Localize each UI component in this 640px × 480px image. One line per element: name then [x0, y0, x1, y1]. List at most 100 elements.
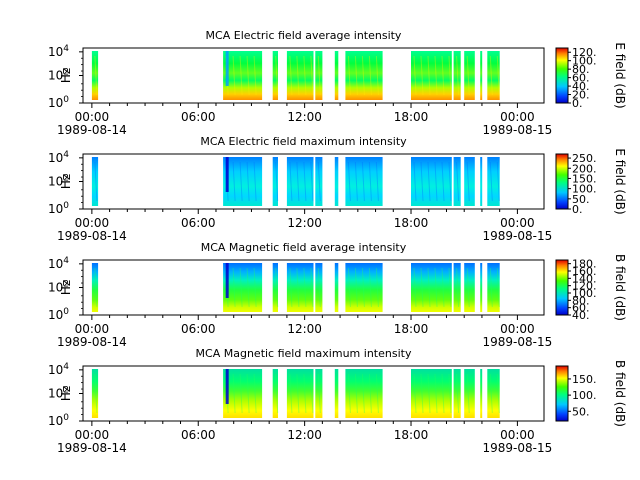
data-block [487, 157, 500, 206]
y-axis-label: Hz [59, 174, 73, 189]
data-streak [354, 267, 358, 308]
colorbar-tick-label: 100. [572, 389, 597, 402]
data-streak [289, 373, 293, 414]
colorbar-tick-label: 60. [572, 72, 590, 85]
colorbar-label: B field (dB) [613, 360, 627, 427]
y-tick-label: 102 [48, 280, 69, 295]
data-streak [375, 55, 379, 96]
data-streak [427, 373, 431, 414]
data-streak [361, 373, 365, 414]
data-streak [496, 55, 500, 96]
colorbar-label: E field (dB) [613, 148, 627, 214]
x-tick-label: 00:00 [75, 322, 110, 336]
data-streak [246, 267, 250, 308]
data-block [345, 369, 383, 418]
data-streak [289, 267, 293, 308]
x-date-label: 1989-08-15 [483, 335, 553, 349]
data-streak [466, 267, 470, 308]
colorbar-tick-label: 100. [572, 55, 597, 68]
data-streak [94, 267, 98, 308]
data-streak [296, 55, 300, 96]
panel-4: MCA Magnetic field maximum intensity 100 1… [48, 347, 627, 455]
data-streak [496, 161, 500, 202]
data-streak [239, 161, 243, 202]
data-streak [413, 55, 417, 96]
data-streak [317, 373, 321, 414]
data-block [91, 263, 99, 312]
x-tick-label: 00:00 [500, 110, 535, 124]
data-streak [496, 267, 500, 308]
x-date-label: 1989-08-14 [57, 229, 127, 243]
colorbar-tick-label: 40. [572, 309, 590, 322]
data-block [453, 263, 461, 312]
data-streak [317, 161, 321, 202]
y-tick-label: 104 [48, 256, 69, 271]
x-tick-label: 06:00 [181, 428, 216, 442]
colorbar [555, 47, 569, 104]
panel-2: MCA Electric field maximum intensity 100 1… [48, 135, 627, 243]
data-streak [347, 373, 351, 414]
colorbar [555, 259, 569, 316]
panel-3: MCA Magnetic field average intensity 100 1… [48, 241, 627, 349]
colorbar-tick-label: 140. [572, 272, 597, 285]
panel-title: MCA Magnetic field maximum intensity [196, 347, 412, 360]
data-streak [427, 55, 431, 96]
colorbar-tick-label: 0. [572, 97, 583, 110]
data-block [345, 51, 383, 100]
data-block [464, 369, 475, 418]
data-streak [456, 267, 460, 308]
x-tick-label: 06:00 [181, 216, 216, 230]
data-streak [239, 267, 243, 308]
data-streak [434, 55, 438, 96]
data-streak [375, 161, 379, 202]
data-streak [289, 55, 293, 96]
panel-title: MCA Electric field average intensity [206, 29, 402, 42]
data-streak [296, 161, 300, 202]
colorbar-tick-label: 200. [572, 162, 597, 175]
data-streak [448, 373, 452, 414]
data-streak [489, 373, 493, 414]
panel-title: MCA Magnetic field average intensity [201, 241, 407, 254]
data-streak [456, 161, 460, 202]
data-streak [361, 161, 365, 202]
data-block [480, 51, 483, 100]
y-axis-label: Hz [59, 386, 73, 401]
colorbar-tick-label: 180. [572, 258, 597, 271]
data-streak [368, 373, 372, 414]
data-block [487, 263, 500, 312]
data-streak [303, 267, 307, 308]
colorbar-tick-label: 150. [572, 172, 597, 185]
data-block [315, 157, 323, 206]
data-streak [434, 373, 438, 414]
data-streak [303, 161, 307, 202]
data-block [487, 369, 500, 418]
data-block [411, 51, 452, 100]
data-block [334, 51, 339, 100]
data-spike [225, 157, 229, 192]
data-block [453, 51, 461, 100]
data-streak [94, 55, 98, 96]
y-tick-label: 100 [48, 95, 69, 110]
data-block [91, 157, 99, 206]
colorbar [555, 153, 569, 210]
data-block [334, 157, 339, 206]
y-tick-label: 102 [48, 174, 69, 189]
data-streak [441, 161, 445, 202]
x-tick-label: 18:00 [394, 428, 429, 442]
data-streak [448, 267, 452, 308]
data-block [91, 51, 99, 100]
colorbar-tick-label: 80. [572, 294, 590, 307]
data-streak [420, 373, 424, 414]
x-tick-label: 18:00 [394, 216, 429, 230]
data-streak [361, 55, 365, 96]
colorbar-tick-label: 50. [572, 405, 590, 418]
x-tick-label: 12:00 [287, 428, 322, 442]
data-streak [239, 373, 243, 414]
y-tick-label: 104 [48, 44, 69, 59]
x-date-label: 1989-08-15 [483, 123, 553, 137]
x-tick-label: 06:00 [181, 110, 216, 124]
data-streak [368, 267, 372, 308]
data-block [223, 369, 263, 418]
data-streak [489, 161, 493, 202]
x-tick-label: 06:00 [181, 322, 216, 336]
